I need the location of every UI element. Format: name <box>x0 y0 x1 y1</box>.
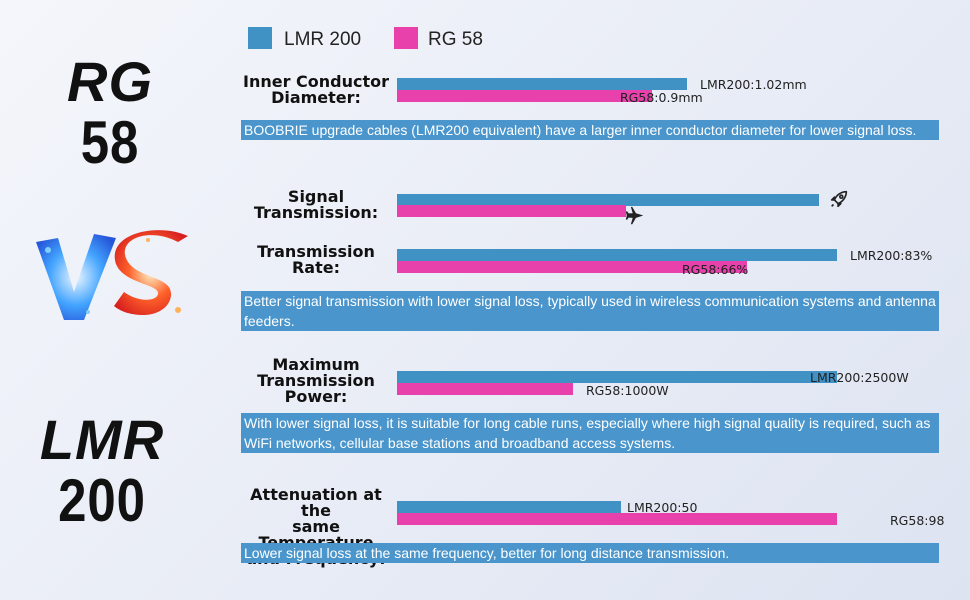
value-label-rg58-attenuation: RG58:98 <box>890 513 945 528</box>
vs-v-stroke <box>36 234 116 320</box>
note-inner-conductor: BOOBRIE upgrade cables (LMR200 equivalen… <box>241 120 939 140</box>
rocket-icon <box>828 188 850 214</box>
note-attenuation: Lower signal loss at the same frequency,… <box>241 543 939 563</box>
metric-label-inner-conductor: Inner Conductor Diameter: <box>242 72 390 107</box>
legend-swatch-rg58 <box>394 27 418 49</box>
value-label-lmr200-attenuation: LMR200:50 <box>627 500 698 515</box>
bar-rg58-inner-conductor <box>397 90 652 102</box>
value-label-lmr200-transmission-rate: LMR200:83% <box>850 248 933 263</box>
note-transmission-rate: Better signal transmission with lower si… <box>241 291 939 331</box>
title-rg58-line1: RG <box>67 50 153 113</box>
value-label-rg58-max-power: RG58:1000W <box>586 383 669 398</box>
airplane-icon <box>624 205 646 231</box>
value-label-lmr200-inner-conductor: LMR200:1.02mm <box>700 77 807 92</box>
title-rg58-line2: 58 <box>80 109 140 176</box>
bar-rg58-transmission-rate <box>397 261 747 273</box>
vs-s-stroke <box>114 230 188 316</box>
bar-rg58-attenuation <box>397 513 837 525</box>
title-lmr200: LMR 200 <box>2 410 202 532</box>
legend-label-rg58: RG 58 <box>428 29 483 50</box>
title-lmr200-line1: LMR <box>39 408 165 471</box>
value-label-rg58-transmission-rate: RG58:66% <box>682 262 749 277</box>
legend-swatch-lmr200 <box>248 27 272 49</box>
bar-rg58-signal-transmission <box>397 205 626 217</box>
bar-lmr200-max-power <box>397 371 837 383</box>
bar-lmr200-transmission-rate <box>397 249 837 261</box>
metric-label-max-power: Maximum Transmission Power: <box>257 355 375 406</box>
bar-lmr200-attenuation <box>397 501 621 513</box>
title-lmr200-line2: 200 <box>58 467 146 534</box>
svg-text:VS: VS <box>113 279 115 281</box>
note-max-power: With lower signal loss, it is suitable f… <box>241 413 939 453</box>
value-label-rg58-inner-conductor: RG58:0.9mm <box>620 90 703 105</box>
vs-graphic: VS <box>28 220 198 330</box>
legend-label-lmr200: LMR 200 <box>284 29 362 50</box>
value-label-lmr200-max-power: LMR200:2500W <box>810 370 909 385</box>
metric-label-signal-transmission: Signal Transmission: <box>253 187 379 222</box>
metric-label-transmission-rate: Transmission Rate: <box>257 242 375 277</box>
bar-lmr200-inner-conductor <box>397 78 687 90</box>
title-rg58: RG 58 <box>10 52 210 174</box>
bar-lmr200-signal-transmission <box>397 194 819 206</box>
bar-rg58-max-power <box>397 383 573 395</box>
